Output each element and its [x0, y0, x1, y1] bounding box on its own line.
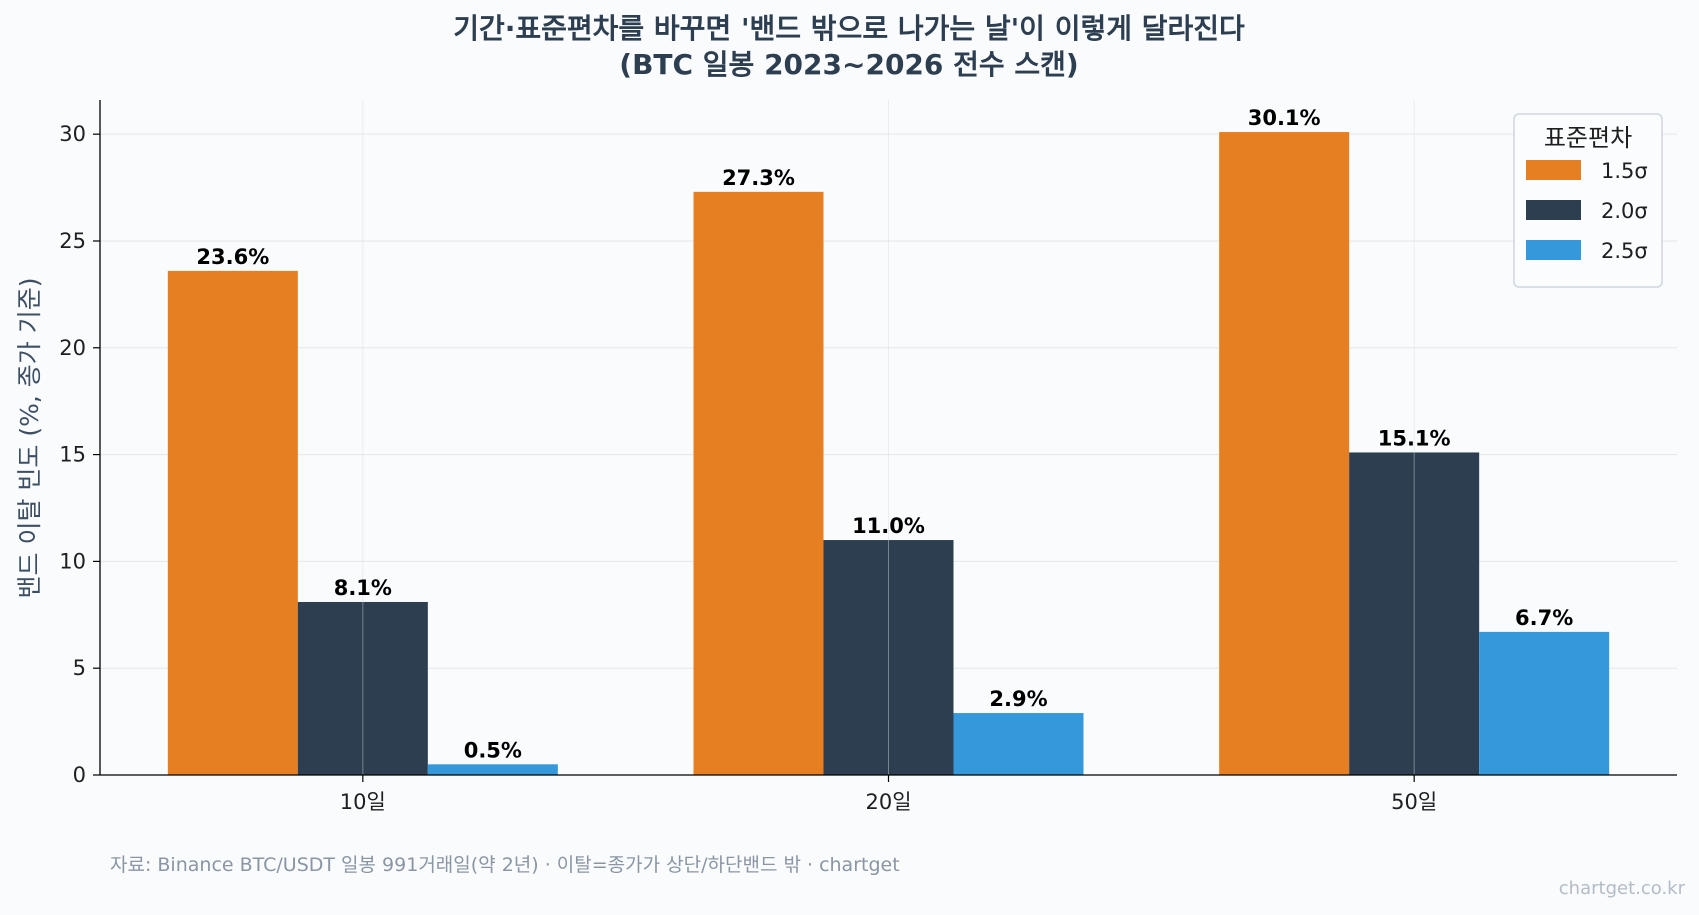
data-labels: 23.6% 8.1% 0.5% 27.3% 11.0% 2.9% 30.1% 15.1% 6.7… [196, 106, 1573, 762]
bar [953, 713, 1084, 775]
data-label: 15.1% [1378, 426, 1451, 450]
bars [167, 132, 1610, 776]
legend-label: 2.0σ [1601, 199, 1648, 223]
watermark: chartget.co.kr [1559, 878, 1686, 899]
data-label: 2.9% [989, 687, 1047, 711]
data-label: 6.7% [1515, 606, 1573, 630]
bar [1479, 631, 1610, 775]
y-axis-label: 밴드 이탈 빈도 (%, 종가 기준) [15, 278, 44, 599]
legend-title: 표준편차 [1544, 124, 1632, 152]
bar [1349, 452, 1480, 775]
x-tick-label: 10일 [340, 790, 386, 814]
legend-swatch [1526, 200, 1581, 220]
bar [1219, 132, 1350, 775]
data-label: 8.1% [334, 576, 392, 600]
x-tick-label: 20일 [865, 790, 911, 814]
source-note: 자료: Binance BTC/USDT 일봉 991거래일(약 2년) · 이… [110, 854, 900, 876]
legend-swatch [1526, 240, 1581, 260]
y-tick-label: 20 [59, 336, 86, 360]
vertical-grid-lines [362, 100, 1415, 775]
y-tick-label: 0 [73, 763, 86, 787]
data-label: 0.5% [464, 738, 522, 762]
legend-label: 2.5σ [1601, 239, 1648, 263]
chart-title: 기간·표준편차를 바꾸면 '밴드 밖으로 나가는 날'이 이렇게 달라진다 [453, 12, 1245, 45]
data-label: 30.1% [1248, 106, 1321, 130]
data-label: 27.3% [722, 166, 795, 190]
legend-label: 1.5σ [1601, 159, 1648, 183]
bar [693, 191, 824, 776]
bar [427, 764, 558, 775]
data-label: 11.0% [852, 514, 925, 538]
y-tick-label: 10 [59, 549, 86, 573]
chart-subtitle: (BTC 일봉 2023~2026 전수 스캔) [619, 48, 1078, 81]
bar [823, 540, 954, 775]
y-tick-label: 5 [73, 656, 86, 680]
y-tick-label: 25 [59, 229, 86, 253]
x-tick-label: 50일 [1391, 790, 1437, 814]
y-tick-label: 15 [59, 443, 86, 467]
data-label: 23.6% [196, 245, 269, 269]
bar [297, 601, 428, 775]
legend-swatch [1526, 160, 1581, 180]
y-tick-label: 30 [59, 122, 86, 146]
axes: 0 5 10 15 20 25 30 10일 20일 50일 [59, 100, 1677, 814]
legend: 표준편차 1.5σ 2.0σ 2.5σ [1513, 113, 1663, 288]
bar [167, 270, 298, 775]
